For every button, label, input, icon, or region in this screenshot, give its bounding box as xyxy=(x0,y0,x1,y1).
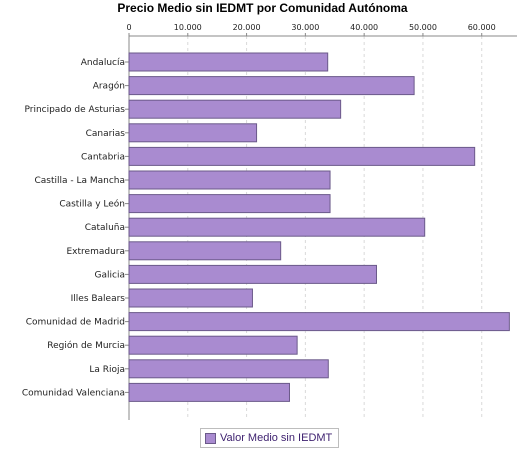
legend-swatch xyxy=(205,432,216,444)
chart-title: Precio Medio sin IEDMT por Comunidad Aut… xyxy=(117,1,408,15)
category-label: Canarias xyxy=(86,129,126,139)
category-label: Galicia xyxy=(95,270,125,280)
bar xyxy=(128,312,510,332)
category-label: Aragón xyxy=(93,81,125,92)
category-label: Cataluña xyxy=(85,223,125,233)
bar xyxy=(128,99,342,119)
bar xyxy=(128,264,377,284)
bar xyxy=(128,382,290,402)
x-tick-label: 40.000 xyxy=(350,23,378,32)
category-label: Cantabria xyxy=(81,152,125,162)
category-label: Castilla y León xyxy=(59,199,125,210)
x-tick-label: 30.000 xyxy=(291,23,319,32)
bar xyxy=(128,217,426,237)
bar xyxy=(128,241,282,261)
x-tick-label: 20.000 xyxy=(233,23,261,32)
x-tick-label: 50.000 xyxy=(409,23,437,32)
x-tick-label: 0 xyxy=(126,23,131,32)
bar xyxy=(128,146,476,166)
bar xyxy=(128,194,331,214)
bar xyxy=(128,359,329,379)
category-label: Illes Balears xyxy=(71,294,126,304)
x-tick-label: 10.000 xyxy=(174,23,202,32)
legend: Valor Medio sin IEDMT xyxy=(200,428,340,448)
category-label: Andalucía xyxy=(81,58,125,68)
category-label: Principado de Asturias xyxy=(24,105,125,115)
category-label: Extremadura xyxy=(67,247,126,257)
category-label: Castilla - La Mancha xyxy=(34,176,125,186)
category-label: La Rioja xyxy=(89,365,125,375)
category-label: Región de Murcia xyxy=(47,340,125,351)
bar xyxy=(128,170,331,190)
bar xyxy=(128,76,415,96)
category-label: Comunidad de Madrid xyxy=(26,318,125,328)
category-label: Comunidad Valenciana xyxy=(22,388,125,398)
x-tick-label: 60.000 xyxy=(468,23,496,32)
bar xyxy=(128,335,298,355)
bar xyxy=(128,123,258,143)
bar xyxy=(128,288,253,308)
legend-label: Valor Medio sin IEDMT xyxy=(220,432,333,444)
bar xyxy=(128,52,329,72)
